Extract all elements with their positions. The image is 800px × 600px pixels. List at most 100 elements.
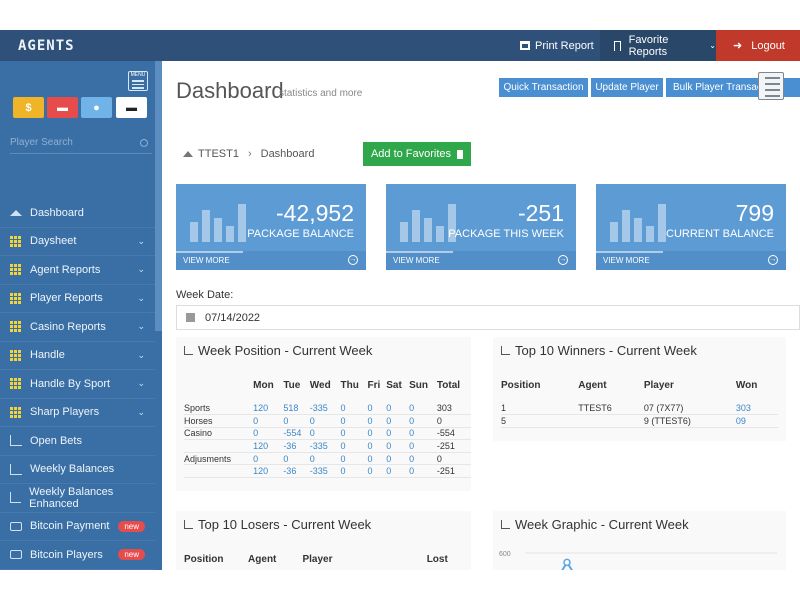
view-more-label: VIEW MORE (393, 256, 440, 265)
value-link[interactable]: 0 (409, 402, 437, 416)
value-link[interactable]: 0 (367, 439, 387, 453)
breadcrumb-page: Dashboard (260, 148, 315, 160)
sidebar-item-casino-reports[interactable]: Casino Reports ⌄ (0, 313, 155, 342)
value-link[interactable]: 0 (309, 414, 341, 428)
value-link[interactable]: 0 (386, 427, 410, 441)
value-link[interactable]: 0 (253, 427, 284, 441)
data-point[interactable] (563, 558, 571, 567)
value-link[interactable]: 0 (367, 402, 387, 416)
sidebar-item-label: Casino Reports (30, 320, 106, 333)
bar-chart-icon (610, 202, 666, 242)
value-link[interactable]: 0 (367, 452, 387, 466)
app-frame: AGENTS Print Report Favorite Reports ⌄ ➜… (0, 30, 800, 570)
grid-icon (10, 406, 22, 418)
value-link[interactable]: 0 (340, 464, 368, 479)
sidebar-item-label: Handle (30, 349, 65, 362)
sidebar-item-handle-by-sport[interactable]: Handle By Sport ⌄ (0, 370, 155, 399)
value-link[interactable]: 120 (253, 402, 284, 416)
sidebar-item-bitcoin-players[interactable]: Bitcoin Players new (0, 541, 155, 570)
favorite-reports-dropdown[interactable]: Favorite Reports ⌄ (600, 30, 716, 61)
sidebar-item-daysheet[interactable]: Daysheet ⌄ (0, 228, 155, 256)
ticket-quick-button[interactable]: ▬ (116, 97, 147, 118)
value-link[interactable]: -335 (309, 464, 341, 479)
home-icon (10, 209, 22, 216)
value-link[interactable]: 0 (309, 427, 341, 441)
sidebar-item-bitcoin-payment[interactable]: Bitcoin Payment new (0, 513, 155, 541)
top-winners-heading: Top 10 Winners - Current Week (501, 343, 697, 358)
week-date-input[interactable]: 07/14/2022 (176, 305, 800, 330)
logout-button[interactable]: ➜ Logout (716, 30, 800, 61)
update-player-button[interactable]: Update Player (591, 78, 663, 97)
sidebar-item-sharp-players[interactable]: Sharp Players ⌄ (0, 399, 155, 427)
column-header: Position (184, 554, 224, 565)
top-losers-table: PositionAgentPlayerLost1TTEST6BUT100 (LE… (184, 554, 461, 570)
dollar-quick-button[interactable]: $ (13, 97, 44, 118)
value-link[interactable]: 0 (340, 402, 368, 416)
value-link[interactable]: 0 (386, 402, 410, 416)
value-link[interactable]: 0 (386, 452, 410, 466)
value-link[interactable]: 0 (386, 439, 410, 453)
player-search-input[interactable]: Player Search (10, 132, 152, 154)
view-more-link[interactable]: VIEW MORE → (176, 251, 366, 270)
value-link[interactable]: 0 (367, 427, 387, 441)
sidebar-item-player-management[interactable]: Player Management (0, 570, 155, 571)
card-quick-button[interactable]: ▬ (47, 97, 78, 118)
value-link[interactable]: 0 (253, 414, 284, 428)
value-link[interactable]: 120 (253, 464, 284, 479)
value-link[interactable]: 0 (409, 464, 437, 479)
table-row: 120 -36 -335 0 0 0 0 -251 (184, 439, 471, 453)
value-link[interactable]: 0 (386, 464, 410, 479)
value-link[interactable]: -554 (283, 427, 310, 441)
value-link[interactable]: 0 (309, 452, 341, 466)
home-icon[interactable] (183, 151, 193, 157)
value-link[interactable]: 0 (409, 427, 437, 441)
value-link[interactable]: -335 (309, 402, 341, 416)
value-link[interactable]: 518 (283, 402, 310, 416)
sidebar-item-open-bets[interactable]: Open Bets (0, 427, 155, 456)
value-link[interactable]: 09 (735, 414, 778, 428)
sidebar-scrollbar[interactable] (155, 61, 162, 331)
value-link[interactable]: 0 (340, 427, 368, 441)
value-link[interactable]: -36 (283, 439, 310, 453)
page-title: Dashboard (176, 78, 284, 103)
sidebar-item-handle[interactable]: Handle ⌄ (0, 342, 155, 370)
value-link[interactable]: 0 (340, 452, 368, 466)
value-link[interactable]: 0 (409, 414, 437, 428)
user-quick-button[interactable]: ● (81, 97, 112, 118)
value-link[interactable]: 0 (283, 452, 310, 466)
column-header: Player (643, 380, 674, 391)
calendar-icon (186, 313, 195, 322)
breadcrumb-agent[interactable]: TTEST1 (198, 148, 239, 160)
column-header: Position (501, 380, 541, 391)
value-link[interactable]: 303 (735, 402, 778, 416)
view-more-link[interactable]: VIEW MORE → (386, 251, 576, 270)
chart-icon (501, 520, 510, 529)
sidebar-item-weekly-balances[interactable]: Weekly Balances (0, 456, 155, 484)
value-link[interactable]: 0 (340, 439, 368, 453)
value-link[interactable]: 0 (367, 464, 387, 479)
layout-toggle-icon[interactable] (758, 72, 784, 100)
value-link[interactable]: 0 (340, 414, 368, 428)
sidebar-item-weekly-balances-enhanced[interactable]: Weekly Balances Enhanced (0, 484, 155, 513)
value-link[interactable]: 0 (409, 452, 437, 466)
value-link[interactable]: 120 (253, 439, 284, 453)
quick-transaction-button[interactable]: Quick Transaction (499, 78, 588, 97)
menu-toggle-icon[interactable]: MENU (128, 71, 148, 91)
value-link[interactable]: 0 (367, 414, 387, 428)
printer-icon (520, 41, 530, 50)
sidebar-item-player-reports[interactable]: Player Reports ⌄ (0, 285, 155, 313)
value-link[interactable]: 0 (386, 414, 410, 428)
sidebar-item-label: Open Bets (30, 434, 82, 447)
value-link[interactable]: 0 (283, 414, 310, 428)
y-tick-label: 600 (499, 551, 511, 558)
value-link[interactable]: -36 (283, 464, 310, 479)
table-header-row: Position Agent Player Lost (184, 554, 461, 570)
view-more-link[interactable]: VIEW MORE → (596, 251, 786, 270)
print-report-button[interactable]: Print Report (520, 30, 600, 61)
value-link[interactable]: 0 (409, 439, 437, 453)
add-to-favorites-button[interactable]: Add to Favorites (363, 142, 471, 166)
sidebar-item-agent-reports[interactable]: Agent Reports ⌄ (0, 256, 155, 285)
value-link[interactable]: 0 (253, 452, 284, 466)
value-link[interactable]: -335 (309, 439, 341, 453)
sidebar-item-dashboard[interactable]: Dashboard (0, 199, 155, 228)
